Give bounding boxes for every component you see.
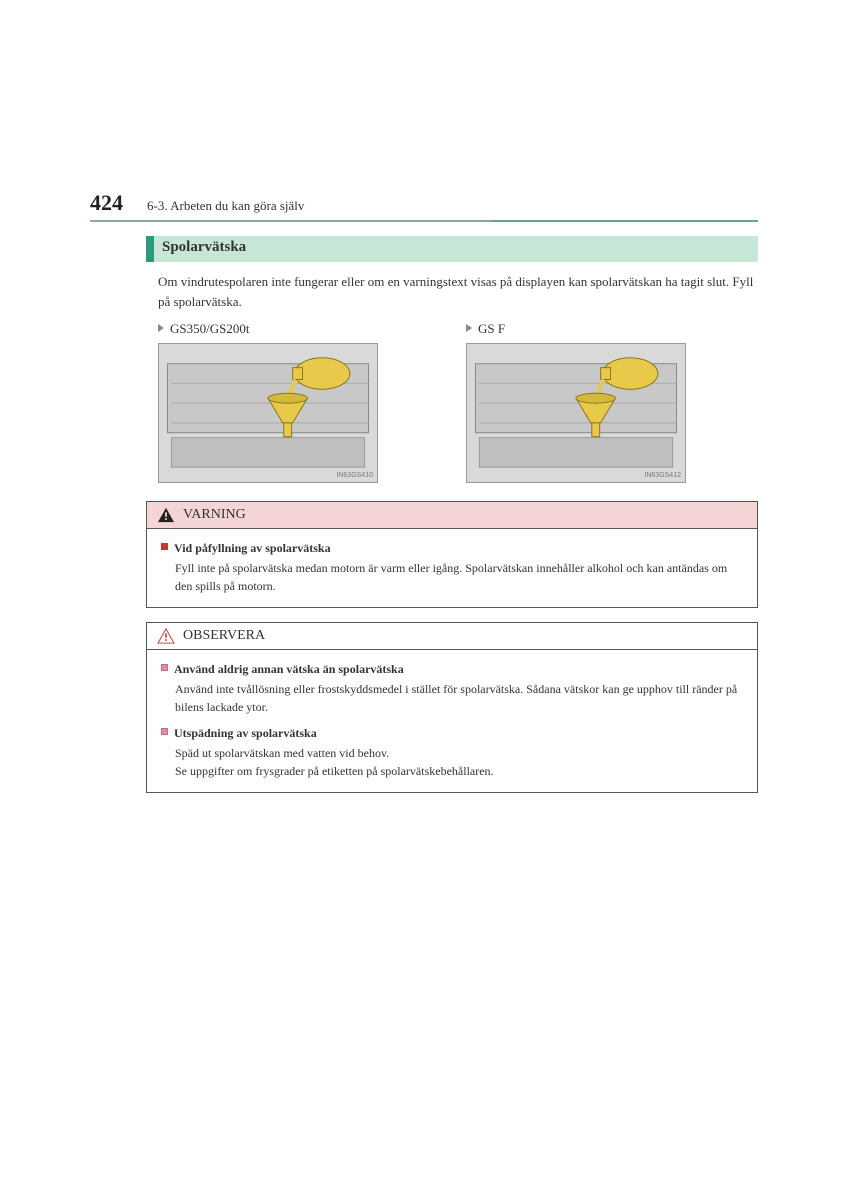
image-code-left: IN63GS410 — [336, 472, 373, 479]
bullet-square-icon — [161, 728, 168, 735]
triangle-icon — [158, 324, 164, 332]
warning-header: VARNING — [147, 502, 757, 529]
engine-illustration-right: IN63GS412 — [466, 343, 686, 483]
notice-bullet-title-1: Använd aldrig annan vätska än spolarväts… — [174, 660, 404, 678]
page-container: 424 6-3. Arbeten du kan göra själv Spola… — [0, 0, 848, 867]
model-label-right: GS F — [466, 321, 758, 337]
section-title-bar: Spolarvätska — [146, 236, 758, 262]
engine-illustration-left: IN63GS410 — [158, 343, 378, 483]
column-right: GS F — [466, 321, 758, 483]
warning-callout: VARNING Vid påfyllning av spolarvätska F… — [146, 501, 758, 608]
page-header: 424 6-3. Arbeten du kan göra själv — [90, 190, 758, 216]
notice-body: Använd aldrig annan vätska än spolarväts… — [147, 650, 757, 792]
engine-svg-right — [467, 344, 685, 482]
notice-bullet-title-2: Utspädning av spolarvätska — [174, 724, 317, 742]
content-area: Spolarvätska Om vindrutespolaren inte fu… — [90, 236, 758, 793]
notice-header-text: OBSERVERA — [183, 628, 265, 644]
model-label-text: GS350/GS200t — [170, 321, 249, 336]
page-number: 424 — [90, 190, 123, 216]
notice-text-1: Använd inte tvållösning eller frostskydd… — [161, 680, 743, 716]
notice-triangle-icon — [157, 628, 175, 644]
column-left: GS350/GS200t — [158, 321, 450, 483]
section-intro: Om vindrutespolaren inte fungerar eller … — [146, 272, 758, 311]
warning-bullet-title: Vid påfyllning av spolarvätska — [174, 539, 331, 557]
model-label-left: GS350/GS200t — [158, 321, 450, 337]
model-label-text: GS F — [478, 321, 505, 336]
image-columns: GS350/GS200t — [146, 321, 758, 483]
notice-bullet-1: Använd aldrig annan vätska än spolarväts… — [161, 660, 743, 678]
warning-header-text: VARNING — [183, 507, 246, 523]
warning-text: Fyll inte på spolarvätska medan motorn ä… — [161, 559, 743, 595]
section-accent — [146, 236, 154, 262]
notice-text-2: Späd ut spolarvätskan med vatten vid beh… — [161, 744, 743, 780]
warning-body: Vid påfyllning av spolarvätska Fyll inte… — [147, 529, 757, 607]
warning-triangle-icon — [157, 507, 175, 523]
triangle-icon — [466, 324, 472, 332]
notice-callout: OBSERVERA Använd aldrig annan vätska än … — [146, 622, 758, 793]
notice-bullet-2: Utspädning av spolarvätska — [161, 724, 743, 742]
bullet-square-icon — [161, 543, 168, 550]
warning-bullet: Vid påfyllning av spolarvätska — [161, 539, 743, 557]
image-code-right: IN63GS412 — [644, 472, 681, 479]
header-rule — [90, 220, 758, 222]
engine-svg-left — [159, 344, 377, 482]
section-title: Spolarvätska — [154, 236, 758, 262]
notice-header: OBSERVERA — [147, 623, 757, 650]
breadcrumb: 6-3. Arbeten du kan göra själv — [147, 198, 304, 214]
bullet-square-icon — [161, 664, 168, 671]
